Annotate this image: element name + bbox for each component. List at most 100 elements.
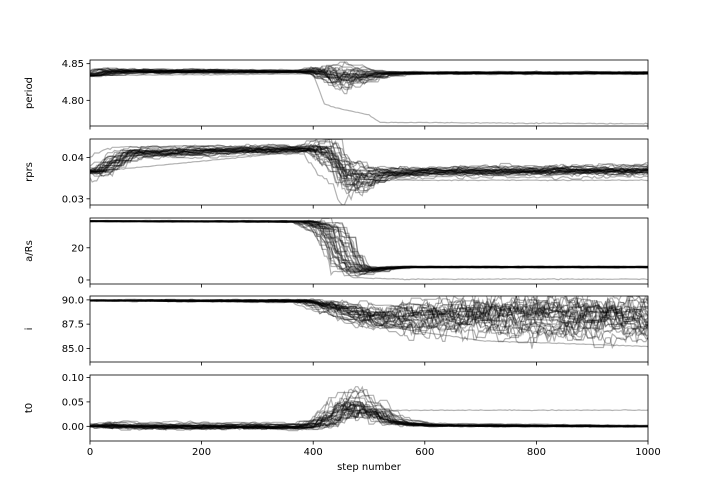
walker-trace — [90, 404, 648, 429]
walker-trace — [90, 220, 648, 271]
walker-trace-outlier — [90, 73, 648, 125]
walker-trace — [90, 388, 648, 427]
walker-trace — [90, 410, 648, 431]
walker-traces — [90, 61, 648, 125]
walker-trace — [90, 406, 648, 431]
walker-trace — [90, 408, 648, 430]
y-tick-label: 0 — [78, 275, 84, 286]
walker-trace — [90, 299, 648, 324]
walker-trace — [90, 220, 648, 274]
walker-trace — [90, 403, 648, 429]
walker-trace — [90, 220, 648, 273]
walker-trace — [90, 296, 648, 325]
walker-trace — [90, 69, 648, 84]
walker-trace — [90, 146, 648, 184]
walker-trace — [90, 220, 648, 273]
walker-trace — [90, 68, 648, 79]
walker-trace — [90, 389, 648, 427]
walker-trace — [90, 409, 648, 431]
walker-trace — [90, 220, 648, 272]
walker-trace — [90, 220, 648, 272]
walker-trace — [90, 70, 648, 84]
panel-period: 4.85 4.80 period — [24, 59, 649, 130]
walker-trace — [90, 220, 648, 272]
axes-frame — [89, 295, 649, 363]
walker-trace — [90, 296, 648, 323]
walker-trace — [90, 407, 648, 431]
walker-traces — [90, 218, 648, 281]
walker-trace — [90, 299, 648, 332]
walker-trace — [90, 297, 648, 327]
walker-trace — [90, 299, 648, 330]
walker-trace — [90, 145, 648, 176]
walker-trace — [90, 296, 648, 321]
walker-trace — [90, 139, 648, 172]
y-tick-label: 4.80 — [62, 96, 84, 107]
walker-trace — [90, 299, 648, 328]
walker-trace — [90, 67, 648, 77]
walker-trace — [90, 149, 648, 188]
walker-trace — [90, 149, 648, 194]
walker-trace — [90, 69, 648, 83]
walker-trace — [90, 220, 648, 274]
x-axis-label: step number — [337, 462, 402, 473]
y-tick-label: 0.10 — [62, 373, 84, 384]
walker-trace — [90, 296, 648, 324]
walker-trace — [90, 147, 648, 182]
walker-trace — [90, 67, 648, 76]
walker-trace — [90, 404, 648, 430]
walker-trace — [90, 220, 648, 270]
walker-trace — [90, 299, 648, 341]
walker-trace-outlier — [90, 404, 648, 428]
walker-trace — [90, 395, 648, 430]
walker-trace — [90, 145, 648, 179]
walker-trace — [90, 405, 648, 430]
walker-trace — [90, 220, 648, 269]
walker-trace — [90, 399, 648, 430]
walker-trace — [90, 407, 648, 431]
walker-trace — [90, 66, 648, 82]
walker-trace — [90, 401, 648, 430]
walker-trace — [90, 146, 648, 180]
walker-trace — [90, 64, 648, 74]
y-tick-label: 0.03 — [62, 194, 84, 205]
walker-trace — [90, 61, 648, 75]
walker-trace — [90, 70, 648, 85]
walker-trace — [90, 220, 648, 272]
walker-trace — [90, 70, 648, 89]
walker-trace — [90, 400, 648, 429]
walker-trace — [90, 149, 648, 189]
walker-trace — [90, 298, 648, 325]
x-tick-label: 1000 — [635, 447, 660, 458]
walker-trace — [90, 139, 648, 174]
y-tick-label: 0.00 — [62, 422, 84, 433]
walker-trace — [90, 65, 648, 78]
walker-trace — [90, 142, 648, 184]
walker-trace — [90, 220, 648, 273]
y-tick-label: 85.0 — [62, 344, 84, 355]
walker-trace — [90, 299, 648, 324]
walker-trace — [90, 148, 648, 194]
walker-trace — [90, 70, 648, 86]
walker-trace — [90, 299, 648, 335]
axes-frame — [89, 59, 649, 127]
walker-trace — [90, 220, 648, 277]
axes-frame — [89, 374, 649, 442]
walker-trace — [90, 398, 648, 430]
walker-trace — [90, 67, 648, 82]
axes-frame — [89, 138, 649, 206]
walker-traces — [90, 385, 648, 432]
walker-trace — [90, 411, 648, 432]
walker-trace — [90, 68, 648, 86]
walker-trace — [90, 71, 648, 95]
x-tick-label: 200 — [192, 447, 211, 458]
walker-trace — [90, 218, 648, 269]
y-tick-label: 4.85 — [62, 59, 84, 70]
walker-trace — [90, 296, 648, 323]
walker-trace — [90, 145, 648, 191]
walker-trace — [90, 299, 648, 330]
walker-trace — [90, 143, 648, 175]
walker-trace-outlier — [90, 148, 648, 182]
y-axis-label: i — [24, 328, 35, 331]
walker-trace — [90, 147, 648, 192]
